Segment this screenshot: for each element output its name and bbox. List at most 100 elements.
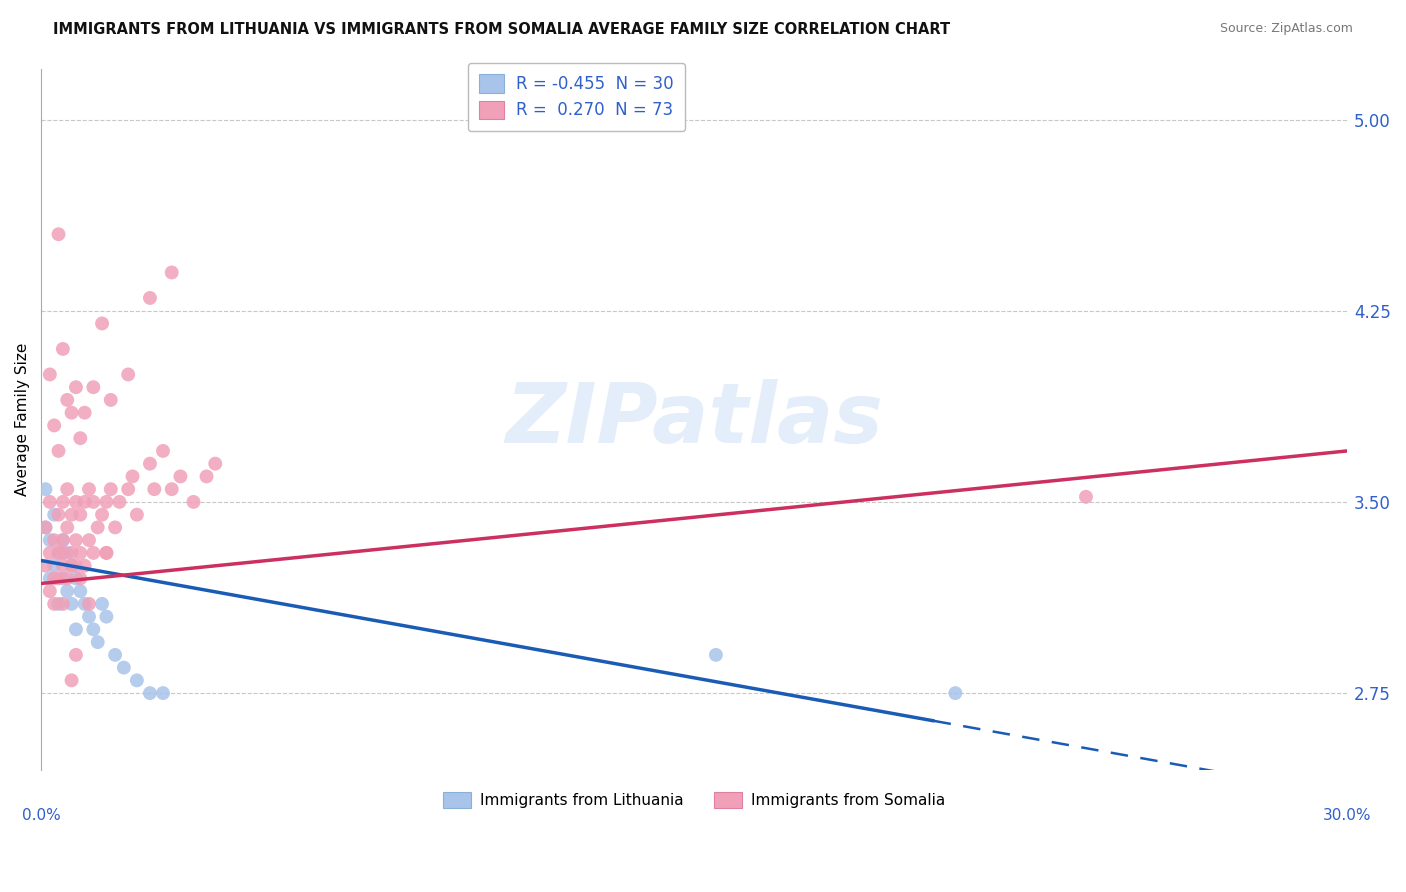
Point — [82, 380, 104, 394]
Point — [73, 406, 96, 420]
Point — [60, 673, 83, 688]
Point — [152, 444, 174, 458]
Point — [44, 558, 66, 573]
Point — [48, 546, 70, 560]
Point — [65, 495, 87, 509]
Point — [48, 546, 70, 560]
Text: 0.0%: 0.0% — [21, 808, 60, 823]
Point — [56, 546, 79, 560]
Point — [77, 533, 100, 548]
Point — [121, 469, 143, 483]
Point — [38, 533, 60, 548]
Point — [56, 584, 79, 599]
Point — [73, 558, 96, 573]
Point — [38, 368, 60, 382]
Point — [56, 520, 79, 534]
Point — [48, 571, 70, 585]
Point — [60, 546, 83, 560]
Point — [38, 584, 60, 599]
Point — [38, 546, 60, 560]
Point — [96, 546, 118, 560]
Point — [86, 635, 108, 649]
Point — [48, 227, 70, 242]
Point — [139, 291, 162, 305]
Point — [65, 533, 87, 548]
Point — [100, 482, 122, 496]
Point — [204, 457, 226, 471]
Point — [77, 597, 100, 611]
Point — [34, 520, 56, 534]
Point — [183, 495, 205, 509]
Point — [91, 508, 114, 522]
Point — [52, 571, 75, 585]
Point — [91, 317, 114, 331]
Point — [65, 623, 87, 637]
Point — [704, 648, 727, 662]
Point — [117, 482, 139, 496]
Point — [34, 520, 56, 534]
Point — [195, 469, 218, 483]
Point — [52, 495, 75, 509]
Point — [44, 418, 66, 433]
Point — [96, 546, 118, 560]
Point — [34, 482, 56, 496]
Point — [112, 660, 135, 674]
Point — [44, 571, 66, 585]
Point — [44, 533, 66, 548]
Point — [139, 457, 162, 471]
Point — [169, 469, 191, 483]
Point — [77, 482, 100, 496]
Point — [44, 597, 66, 611]
Point — [34, 558, 56, 573]
Point — [65, 558, 87, 573]
Point — [160, 265, 183, 279]
Point — [108, 495, 131, 509]
Point — [69, 571, 91, 585]
Point — [104, 520, 127, 534]
Y-axis label: Average Family Size: Average Family Size — [15, 343, 30, 496]
Point — [152, 686, 174, 700]
Point — [125, 673, 148, 688]
Point — [65, 380, 87, 394]
Point — [48, 597, 70, 611]
Point — [38, 571, 60, 585]
Point — [160, 482, 183, 496]
Point — [100, 392, 122, 407]
Point — [65, 648, 87, 662]
Point — [52, 597, 75, 611]
Point — [60, 508, 83, 522]
Point — [69, 431, 91, 445]
Text: 30.0%: 30.0% — [1323, 808, 1371, 823]
Point — [60, 406, 83, 420]
Point — [56, 482, 79, 496]
Point — [65, 571, 87, 585]
Point — [96, 609, 118, 624]
Text: ZIPatlas: ZIPatlas — [505, 378, 883, 459]
Point — [82, 495, 104, 509]
Point — [77, 609, 100, 624]
Point — [60, 558, 83, 573]
Point — [86, 520, 108, 534]
Point — [73, 495, 96, 509]
Text: Source: ZipAtlas.com: Source: ZipAtlas.com — [1219, 22, 1353, 36]
Point — [60, 597, 83, 611]
Point — [96, 495, 118, 509]
Point — [48, 508, 70, 522]
Point — [56, 571, 79, 585]
Point — [48, 444, 70, 458]
Point — [69, 508, 91, 522]
Point — [38, 495, 60, 509]
Point — [52, 533, 75, 548]
Point — [143, 482, 166, 496]
Point — [60, 558, 83, 573]
Text: IMMIGRANTS FROM LITHUANIA VS IMMIGRANTS FROM SOMALIA AVERAGE FAMILY SIZE CORRELA: IMMIGRANTS FROM LITHUANIA VS IMMIGRANTS … — [53, 22, 950, 37]
Point — [125, 508, 148, 522]
Point — [1074, 490, 1097, 504]
Point — [943, 686, 966, 700]
Point — [139, 686, 162, 700]
Point — [44, 508, 66, 522]
Point — [52, 546, 75, 560]
Point — [69, 584, 91, 599]
Point — [82, 623, 104, 637]
Point — [52, 558, 75, 573]
